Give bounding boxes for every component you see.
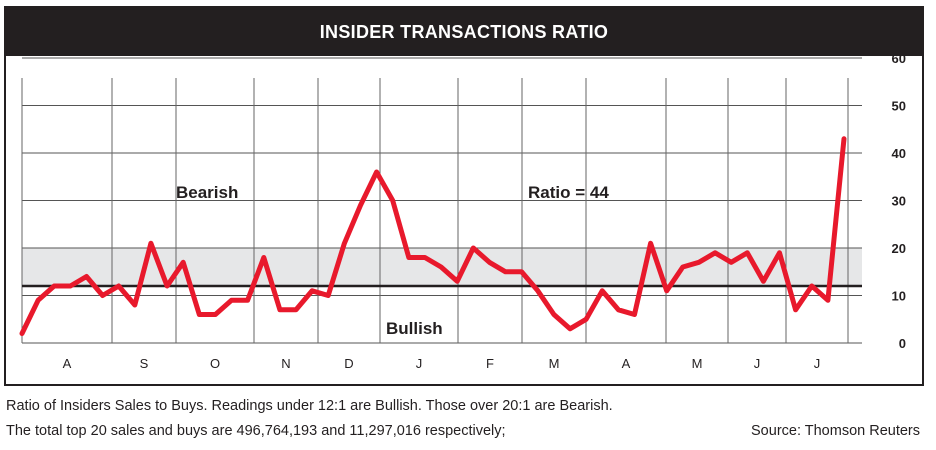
ratio-label: Ratio = 44: [528, 183, 609, 202]
x-tick-label: F: [486, 356, 494, 371]
x-tick-label: N: [281, 356, 290, 371]
caption-totals-row: The total top 20 sales and buys are 496,…: [6, 423, 926, 439]
x-tick-label: D: [344, 356, 353, 371]
y-tick-label: 10: [892, 289, 906, 304]
y-tick-label: 20: [892, 241, 906, 256]
caption-source: Source: Thomson Reuters: [751, 423, 920, 439]
x-tick-label: J: [754, 356, 761, 371]
x-tick-label: J: [814, 356, 821, 371]
x-tick-label: M: [692, 356, 703, 371]
caption-totals: The total top 20 sales and buys are 496,…: [6, 423, 506, 439]
x-tick-label: M: [549, 356, 560, 371]
x-tick-label: A: [63, 356, 72, 371]
y-tick-label: 0: [899, 336, 906, 351]
bullish-label: Bullish: [386, 319, 443, 338]
x-tick-label: A: [622, 356, 631, 371]
x-tick-label: J: [416, 356, 423, 371]
caption-description: Ratio of Insiders Sales to Buys. Reading…: [6, 398, 613, 414]
chart-title: INSIDER TRANSACTIONS RATIO: [6, 8, 922, 56]
x-tick-label: S: [140, 356, 149, 371]
x-tick-label: O: [210, 356, 220, 371]
ratio-series-line: [19, 136, 847, 336]
y-tick-label: 30: [892, 194, 906, 209]
y-tick-label: 40: [892, 146, 906, 161]
chart-frame: 0 10 20 30 40 50 60 A S O N D J F M A M J J Bearish Bullish R…: [4, 6, 924, 386]
y-tick-label: 50: [892, 99, 906, 114]
bearish-label: Bearish: [176, 183, 238, 202]
